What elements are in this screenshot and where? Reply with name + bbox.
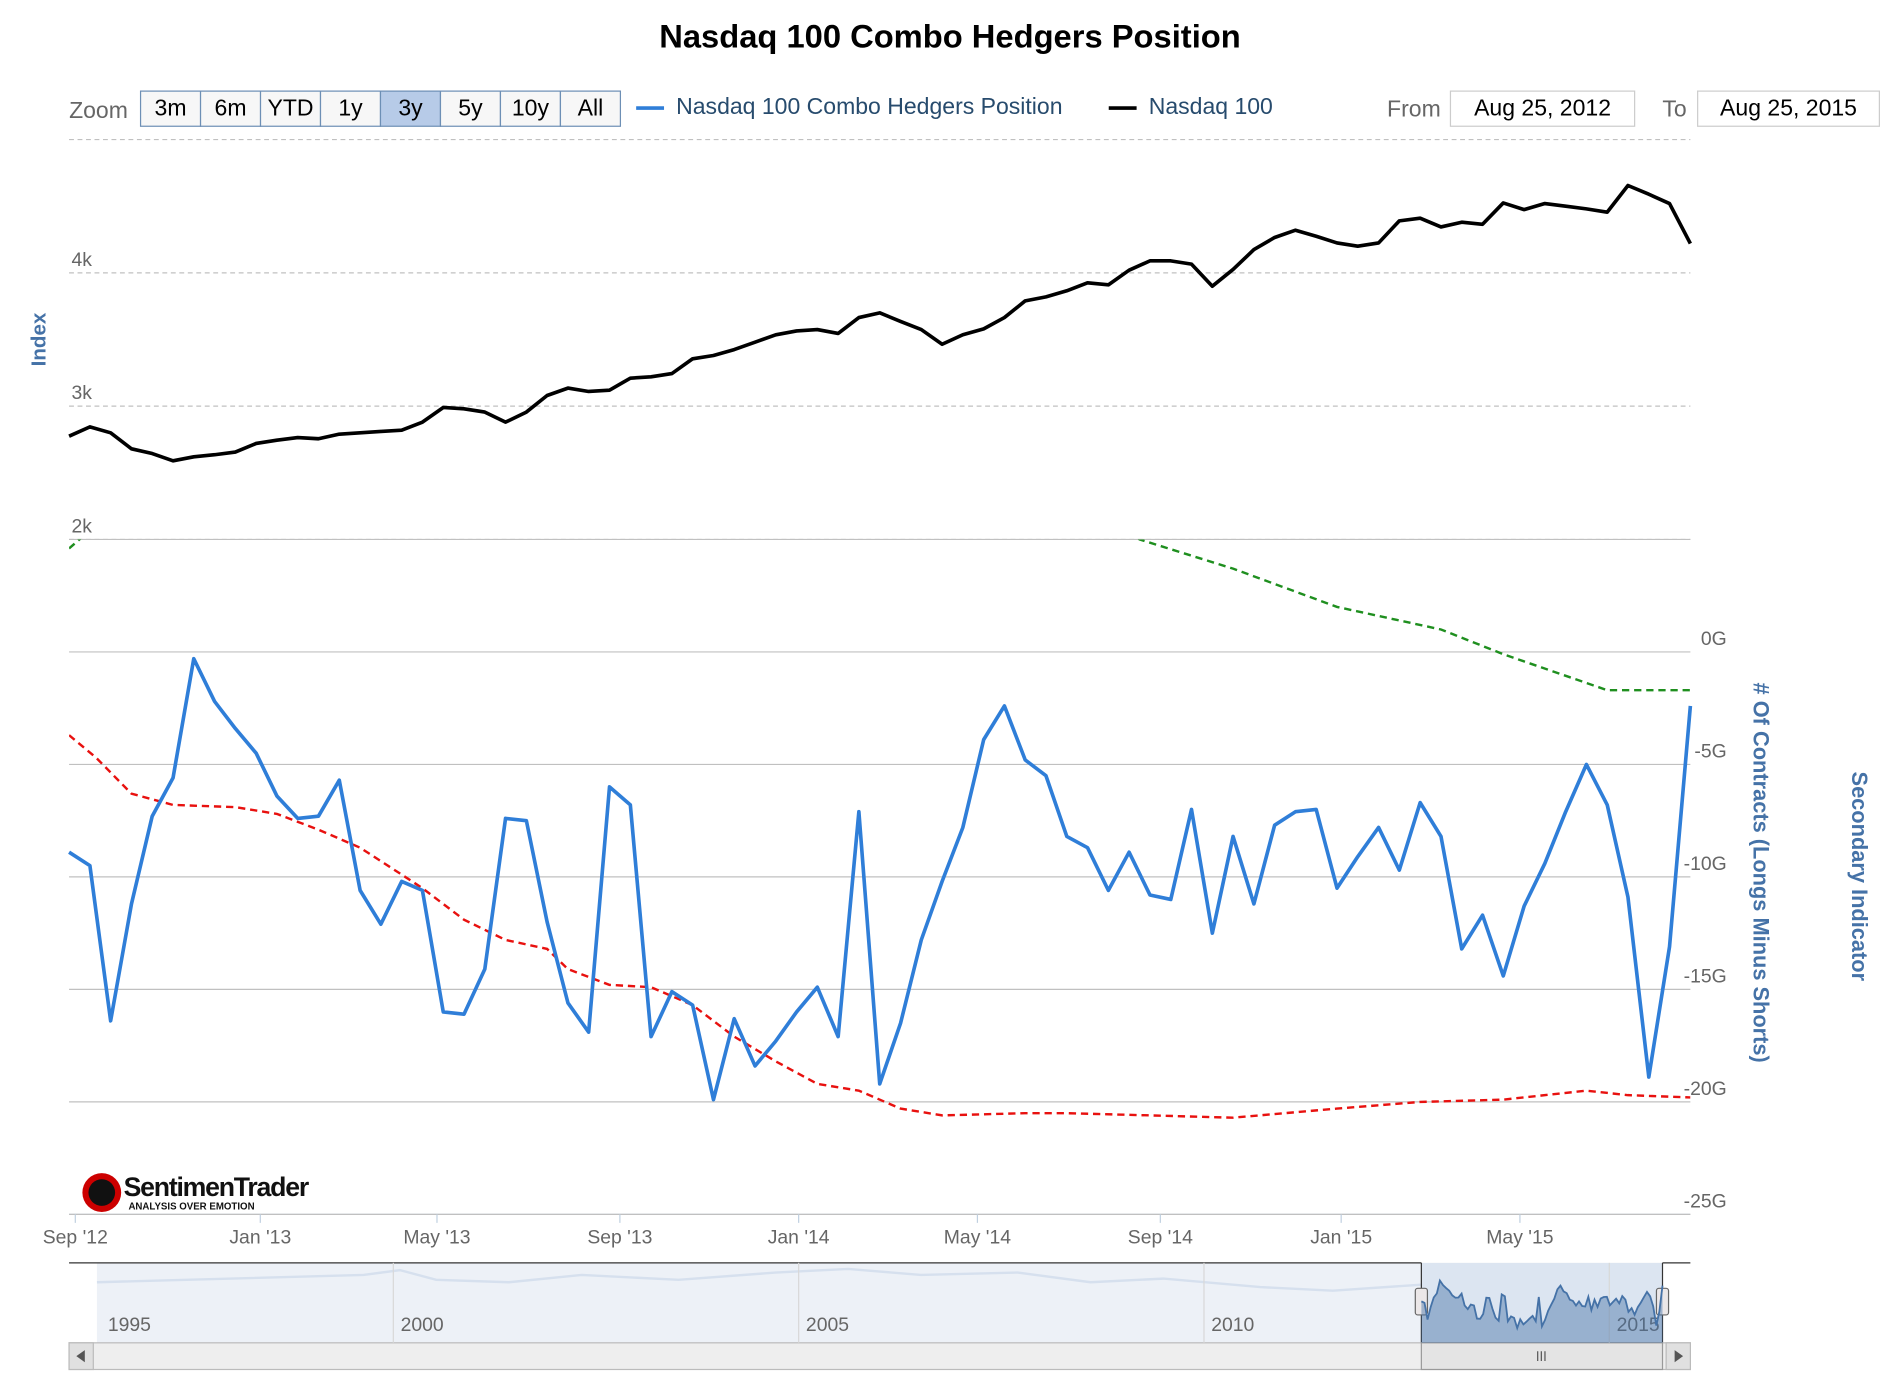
y-tick-label: 2k	[71, 515, 92, 537]
y3-axis-title: Secondary Indicator	[1847, 772, 1872, 982]
scroll-left-arrow	[76, 1350, 85, 1363]
navigator-tick-label: 2005	[806, 1314, 849, 1336]
zoom-button-label[interactable]: 1y	[338, 94, 363, 120]
secondary-line	[69, 539, 1691, 692]
zoom-button[interactable]	[439, 90, 502, 127]
secondary-line	[69, 734, 1691, 1119]
logo-icon-inner	[88, 1179, 116, 1206]
x-tick-label: Sep '14	[1128, 1227, 1193, 1249]
navigator-selection[interactable]	[1421, 1262, 1663, 1343]
x-tick-label: Sep '12	[43, 1227, 108, 1249]
zoom-button-label[interactable]: All	[578, 94, 604, 120]
navigator-tick-label: 2015	[1617, 1314, 1660, 1336]
zoom-button[interactable]	[139, 90, 202, 127]
zoom-label: Zoom	[69, 97, 128, 123]
logo: SentimenTrader ANALYSIS OVER EMOTION	[82, 1172, 310, 1213]
y-tick-label: 3k	[71, 382, 92, 404]
zoom-button-label[interactable]: 5y	[458, 94, 483, 120]
y2-tick-label: 0G	[1701, 628, 1727, 650]
navigator-line	[1420, 1278, 1664, 1331]
zoom-button-label[interactable]: 10y	[512, 94, 550, 120]
zoom-button[interactable]	[559, 90, 622, 127]
x-tick-label: Jan '13	[229, 1227, 291, 1249]
series-line	[68, 183, 1692, 463]
scrollbar[interactable]	[68, 1342, 1691, 1371]
y2-axis-title: # Of Contracts (Longs Minus Shorts)	[1749, 683, 1774, 1063]
zoom-button-label[interactable]: 3m	[155, 94, 187, 120]
navigator-area	[1421, 1280, 1663, 1343]
zoom-button[interactable]	[379, 90, 442, 127]
x-tick-label: Jan '14	[768, 1227, 830, 1249]
zoom-button-label[interactable]: 6m	[215, 94, 247, 120]
zoom-button[interactable]	[259, 90, 322, 127]
y2-tick-label: -25G	[1684, 1190, 1727, 1212]
zoom-button-label[interactable]: YTD	[267, 94, 313, 120]
y-axis-title: Index	[27, 312, 50, 366]
x-tick-label: Sep '13	[587, 1227, 652, 1249]
legend-label[interactable]: Nasdaq 100 Combo Hedgers Position	[676, 93, 1062, 119]
y2-tick-label: -10G	[1684, 853, 1727, 875]
navigator-tick-label: 2000	[401, 1314, 444, 1336]
navigator-tick-label: 2010	[1211, 1314, 1254, 1336]
zoom-buttons: 3m 6m YTD 1y 3y 5y 10y All	[139, 90, 622, 127]
from-date[interactable]: Aug 25, 2012	[1474, 94, 1611, 120]
y2-tick-label: -20G	[1684, 1078, 1727, 1100]
scroll-right-arrow	[1674, 1350, 1684, 1363]
from-input[interactable]	[1449, 90, 1636, 127]
to-date[interactable]: Aug 25, 2015	[1720, 94, 1857, 120]
y-tick-label: 4k	[71, 249, 92, 271]
chart-title: Nasdaq 100 Combo Hedgers Position	[659, 18, 1241, 55]
x-tick-label: May '13	[403, 1227, 470, 1249]
zoom-button[interactable]	[199, 90, 262, 127]
y2-tick-label: -5G	[1694, 740, 1726, 762]
series-line	[68, 656, 1693, 1102]
legend: Nasdaq 100 Combo Hedgers Position Nasdaq …	[636, 93, 1273, 119]
navigator-tick-label: 1995	[108, 1314, 151, 1336]
zoom-button-label[interactable]: 3y	[398, 94, 423, 120]
x-tick-label: May '15	[1486, 1227, 1553, 1249]
zoom-button[interactable]	[499, 90, 562, 127]
logo-tagline: ANALYSIS OVER EMOTION	[128, 1202, 254, 1213]
to-input[interactable]	[1697, 90, 1881, 127]
x-tick-label: May '14	[944, 1227, 1011, 1249]
x-tick-label: Jan '15	[1310, 1227, 1372, 1249]
y2-tick-label: -15G	[1684, 965, 1727, 987]
to-label: To	[1662, 96, 1686, 122]
from-label: From	[1387, 96, 1441, 122]
scroll-grip	[1537, 1351, 1546, 1362]
navigator-history	[96, 1267, 1422, 1292]
legend-label[interactable]: Nasdaq 100	[1149, 93, 1273, 119]
logo-name: SentimenTrader	[124, 1172, 309, 1202]
